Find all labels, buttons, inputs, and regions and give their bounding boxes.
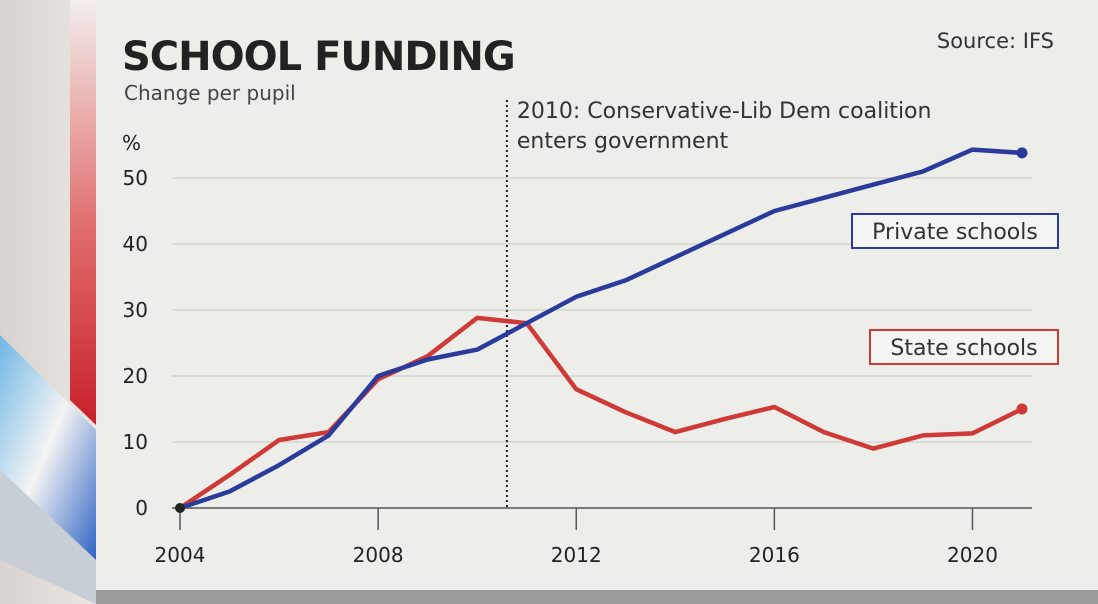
- decorative-stripes: [0, 0, 96, 604]
- y-tick-40: 40: [123, 232, 148, 256]
- y-tick-20: 20: [123, 364, 148, 388]
- blue-stripe: [0, 335, 96, 560]
- y-tick-30: 30: [123, 298, 148, 322]
- chart-subtitle: Change per pupil: [124, 81, 296, 105]
- y-axis-unit: %: [122, 131, 141, 155]
- y-tick-50: 50: [123, 166, 148, 190]
- legend-private-label: Private schools: [872, 220, 1038, 245]
- legend-private-box: [851, 213, 1059, 249]
- annotation-line-1: 2010: Conservative-Lib Dem coalition: [517, 99, 932, 124]
- x-tick-2004: 2004: [155, 543, 206, 567]
- x-tick-2012: 2012: [551, 543, 602, 567]
- y-axis-ticks: 0 10 20 30 40 50: [123, 166, 148, 520]
- decorative-strip: [0, 0, 96, 604]
- point-private-schools-2021: [1016, 147, 1028, 159]
- x-axis-ticks: 2004 2008 2012 2016 2020: [155, 508, 998, 567]
- legend-state-box: [869, 329, 1059, 365]
- red-stripe: [70, 0, 96, 425]
- x-tick-2016: 2016: [749, 543, 800, 567]
- series-line-private-schools: [177, 147, 1025, 511]
- legend-state-label: State schools: [890, 336, 1037, 361]
- y-tick-10: 10: [123, 430, 148, 454]
- origin-point: [175, 503, 185, 513]
- legend-private: Private schools: [851, 213, 1059, 249]
- grey-stripe: [0, 470, 96, 604]
- y-tick-0: 0: [135, 496, 148, 520]
- chart-source: Source: IFS: [937, 29, 1054, 53]
- series-line-state-schools: [177, 315, 1025, 511]
- annotation-line-2: enters government: [517, 129, 729, 154]
- series-layer: [175, 147, 1028, 513]
- chart-panel: [96, 0, 1098, 590]
- x-tick-2008: 2008: [353, 543, 404, 567]
- legend-state: State schools: [869, 329, 1059, 365]
- chart-title: SCHOOL FUNDING: [122, 34, 515, 80]
- point-state-schools-2021: [1016, 403, 1028, 415]
- x-tick-2020: 2020: [947, 543, 998, 567]
